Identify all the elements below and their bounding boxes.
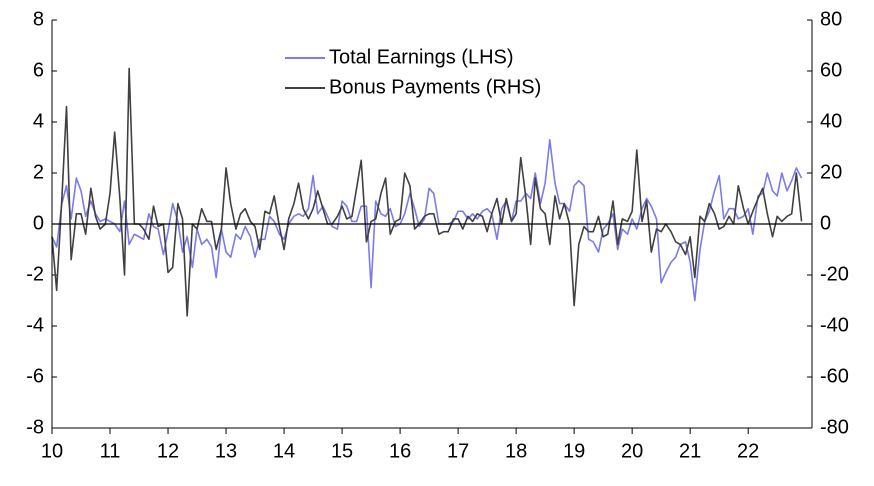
x-tick-label: 14 [273,440,295,462]
y-tick-label: 6 [33,59,44,81]
x-tick-label: 11 [100,440,121,462]
legend-label: Total Earnings (LHS) [329,46,514,68]
y-tick-label: -6 [26,365,44,387]
y-tick-label: 4 [33,110,44,132]
y2-tick-label: 60 [820,59,842,81]
legend-label: Bonus Payments (RHS) [329,76,541,98]
series-line [51,67,803,317]
y2-tick-label: -20 [820,263,849,285]
y2-tick-label: -60 [820,365,849,387]
y2-tick-label: -80 [820,416,849,438]
x-tick-label: 16 [389,440,411,462]
y-tick-label: -4 [26,314,44,336]
x-tick-label: 19 [563,440,585,462]
x-tick-label: 17 [447,440,469,462]
y2-tick-label: 0 [820,212,831,234]
x-tick-label: 21 [679,440,701,462]
y2-tick-label: 20 [820,161,842,183]
y2-tick-label: 40 [820,110,842,132]
y-tick-label: 0 [33,212,44,234]
y-tick-label: 2 [33,161,44,183]
x-tick-label: 15 [331,440,353,462]
x-tick-label: 12 [157,440,179,462]
x-tick-label: 10 [41,440,63,462]
x-tick-label: 13 [215,440,237,462]
y-tick-label: 8 [33,8,44,30]
y-tick-label: -8 [26,416,44,438]
x-tick-label: 18 [505,440,527,462]
series-line [51,139,803,302]
y2-tick-label: -40 [820,314,849,336]
x-tick-label: 22 [737,440,759,462]
y-tick-label: -2 [26,263,44,285]
x-tick-label: 20 [621,440,643,462]
y2-tick-label: 80 [820,8,842,30]
